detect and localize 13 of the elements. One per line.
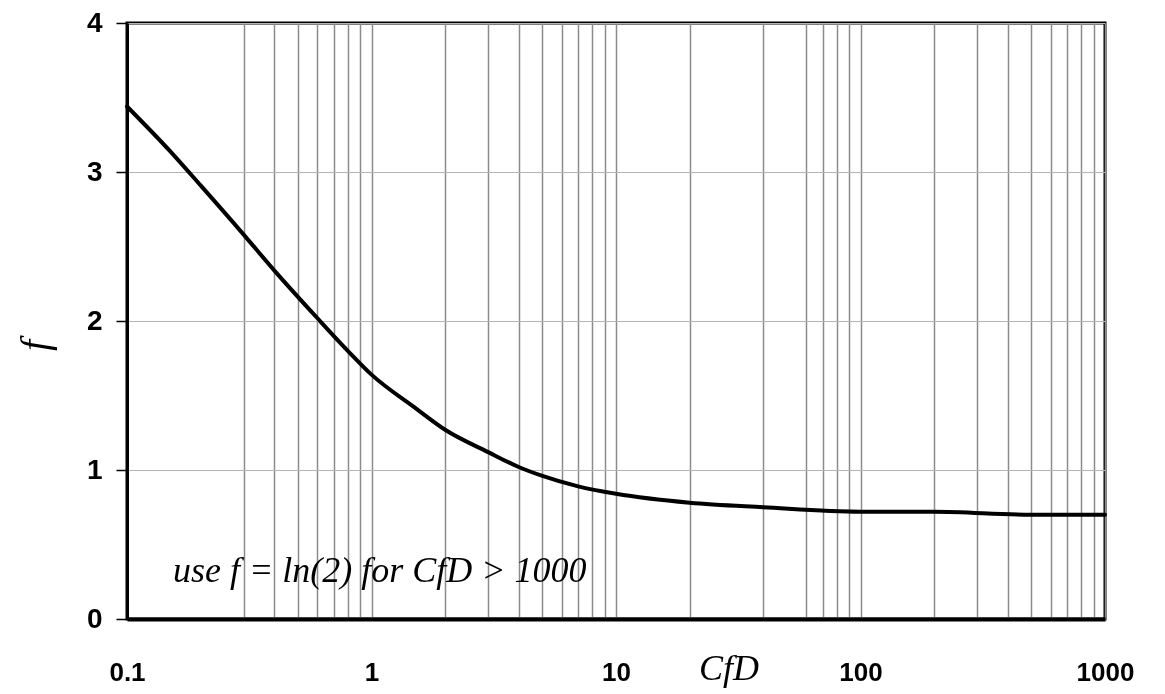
annotation: use f = ln(2) for CfD > 1000 xyxy=(173,550,587,590)
y-tick-label: 0 xyxy=(86,602,103,634)
x-tick-label: 1000 xyxy=(1076,656,1135,687)
y-axis-title: f xyxy=(11,334,57,351)
y-tick-label: 4 xyxy=(86,6,103,38)
x-tick-label: 100 xyxy=(839,656,883,687)
x-tick-label: 1 xyxy=(364,656,380,687)
y-tick-label: 3 xyxy=(86,155,103,187)
x-tick-label: 10 xyxy=(602,656,631,687)
x-tick-label: 0.1 xyxy=(109,656,146,687)
y-tick-label: 2 xyxy=(86,304,103,336)
x-axis-title: CfD xyxy=(698,647,759,688)
y-tick-label: 1 xyxy=(86,453,103,485)
